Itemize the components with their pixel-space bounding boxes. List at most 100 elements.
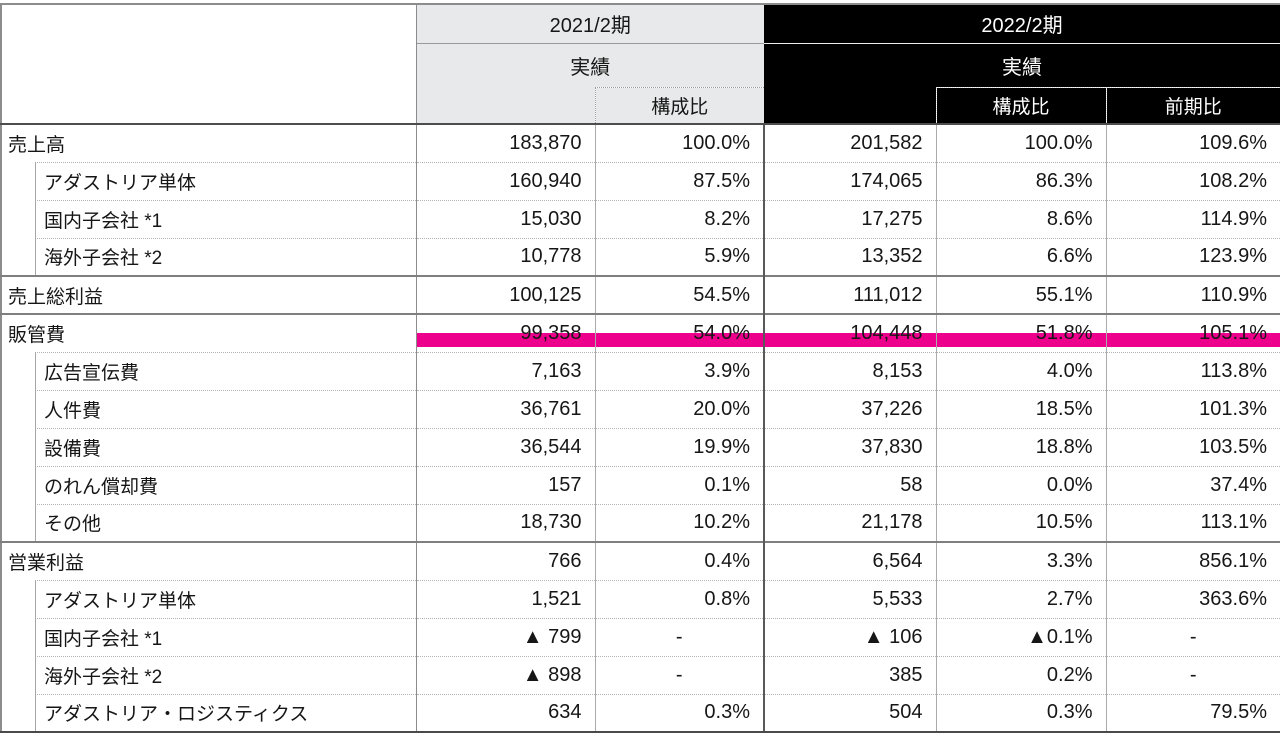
row-label-cell: 設備費 (1, 428, 417, 466)
value-cell: 4.0% (936, 351, 1107, 390)
value-cell: 123.9% (1106, 237, 1280, 276)
table-row: アダストリア単体 160,940 87.5% 174,065 86.3% 108.2% (1, 161, 1280, 200)
value-cell: 51.8% (936, 313, 1107, 352)
row-label: アダストリア単体 (44, 172, 197, 194)
value-cell: 113.8% (1106, 351, 1280, 390)
col-header-share-2022: 構成比 (935, 86, 1107, 125)
value-cell: 37,226 (764, 389, 937, 428)
value-cell: 856.1% (1106, 541, 1280, 580)
value-cell: 104,448 (764, 313, 937, 352)
row-label-cell: アダストリア単体 (1, 162, 417, 200)
row-label-cell: 人件費 (1, 390, 417, 428)
period-2022-subtitle: 実績 (764, 42, 1280, 87)
table-row: のれん償却費 157 0.1% 58 0.0% 37.4% (1, 465, 1280, 504)
value-cell: 109.6% (1199, 131, 1268, 154)
value-cell: - (595, 655, 766, 694)
row-label-cell: アダストリア単体 (1, 580, 417, 618)
value-cell: ▲ 799 (416, 617, 596, 656)
row-label-cell: 国内子会社 *1 (1, 200, 417, 238)
row-label: 販管費 (8, 325, 66, 346)
value-cell: 363.6% (1106, 579, 1280, 618)
financial-results-table: 2021/2期 2022/2期 実績 実績 構成比 構成比 前期比 売上高 183… (0, 3, 1280, 733)
row-label: 営業利益 (8, 553, 85, 574)
value-cell: 87.5% (595, 161, 766, 200)
value-cell: 160,940 (416, 161, 596, 200)
value-cell: 36,761 (416, 389, 596, 428)
value-cell: 2.7% (936, 579, 1107, 618)
value-cell: 55.1% (936, 275, 1107, 314)
row-label: 売上高 (8, 135, 66, 156)
value-cell: 10.2% (595, 503, 766, 542)
value-cell: 6,564 (764, 541, 937, 580)
table-row: 広告宣伝費 7,163 3.9% 8,153 4.0% 113.8% (1, 351, 1280, 390)
value-cell: 18.5% (936, 389, 1107, 428)
table-header: 2021/2期 2022/2期 実績 実績 構成比 構成比 前期比 (1, 4, 1280, 125)
table-row: 人件費 36,761 20.0% 37,226 18.5% 101.3% (1, 389, 1280, 428)
value-cell: 37,830 (764, 427, 937, 466)
value-cell: 20.0% (595, 389, 766, 428)
value-cell: 113.1% (1106, 503, 1280, 542)
value-cell: 108.2% (1106, 161, 1280, 200)
value-cell: 79.5% (1106, 693, 1280, 733)
value-cell: 103.5% (1106, 427, 1280, 466)
header-row-period: 2021/2期 2022/2期 (1, 4, 1280, 125)
row-label: 広告宣伝費 (44, 362, 140, 384)
value-cell: 0.4% (595, 541, 766, 580)
value-cell: 18.8% (936, 427, 1107, 466)
value-cell: 385 (764, 655, 937, 694)
value-cell: 183,870 (416, 124, 596, 162)
row-label: 設備費 (44, 438, 102, 460)
table-row: 設備費 36,544 19.9% 37,830 18.8% 103.5% (1, 427, 1280, 466)
value-cell: 3.9% (595, 351, 766, 390)
row-label: その他 (44, 514, 102, 535)
value-cell: 100.0% (936, 124, 1107, 162)
table-row: 海外子会社 *2 ▲ 898-385 0.2% - (1, 655, 1280, 694)
table-row: アダストリア・ロジスティクス 634 0.3% 504 0.3% 79.5% (1, 693, 1280, 733)
period-2021-subtitle: 実績 (416, 42, 765, 87)
blank-header-cell-2021 (416, 87, 595, 125)
value-cell: 8.2% (595, 199, 766, 238)
value-cell: 54.5% (595, 275, 766, 314)
value-cell: 58 (764, 465, 937, 504)
value-cell: 86.3% (936, 161, 1107, 200)
table-row: 国内子会社 *1 ▲ 799- ▲ 106 ▲0.1% - (1, 617, 1280, 656)
row-label-cell: のれん償却費 (1, 466, 417, 504)
row-label-cell: 売上高 (1, 124, 417, 162)
value-cell: 8,153 (764, 351, 937, 390)
row-label: アダストリア・ロジスティクス (44, 704, 309, 725)
value-cell: 504 (764, 693, 937, 733)
value-cell: 36,544 (416, 427, 596, 466)
row-label: のれん償却費 (44, 476, 159, 498)
col-header-yoy-2022: 前期比 (1105, 86, 1280, 125)
row-label: 人件費 (44, 400, 102, 422)
row-label-cell: 売上総利益 (1, 275, 417, 314)
value-cell: 1,521 (416, 579, 596, 618)
value-cell: 0.2% (936, 655, 1107, 694)
value-cell: 105.1% (1106, 313, 1280, 352)
value-cell: 5.9% (595, 237, 766, 276)
col-header-share-2021: 構成比 (594, 86, 765, 125)
value-cell: ▲0.1% (936, 617, 1107, 656)
value-cell: 19.9% (595, 427, 766, 466)
corner-cell (1, 4, 417, 125)
table-row: 売上総利益 100,125 54.5% 111,012 55.1% 110.9% (1, 275, 1280, 314)
value-cell: 5,533 (764, 579, 937, 618)
table-row: 海外子会社 *2 10,778 5.9% 13,352 6.6% 123.9% (1, 237, 1280, 276)
table-row: 国内子会社 *1 15,030 8.2% 17,275 8.6% 114.9% (1, 199, 1280, 238)
value-cell: 18,730 (416, 503, 596, 542)
value-cell: 6.6% (936, 237, 1107, 276)
value-cell: 0.8% (595, 579, 766, 618)
value-cell: 0.3% (595, 693, 766, 733)
period-2022-title: 2022/2期 (764, 4, 1280, 43)
row-label: 国内子会社 *1 (44, 628, 163, 650)
table-row: 売上高 183,870 100.0% 201,582 100.0% 109.6% (1, 124, 1280, 162)
value-cell: 7,163 (416, 351, 596, 390)
value-cell: 0.1% (595, 465, 766, 504)
blank-header-cell-2022 (764, 87, 937, 125)
value-cell: 99,358 (416, 313, 596, 352)
value-cell: 0.0% (936, 465, 1107, 504)
value-cell: - (1106, 617, 1280, 656)
value-cell: ▲ 898 (416, 655, 596, 694)
row-label: 国内子会社 *1 (44, 210, 163, 232)
